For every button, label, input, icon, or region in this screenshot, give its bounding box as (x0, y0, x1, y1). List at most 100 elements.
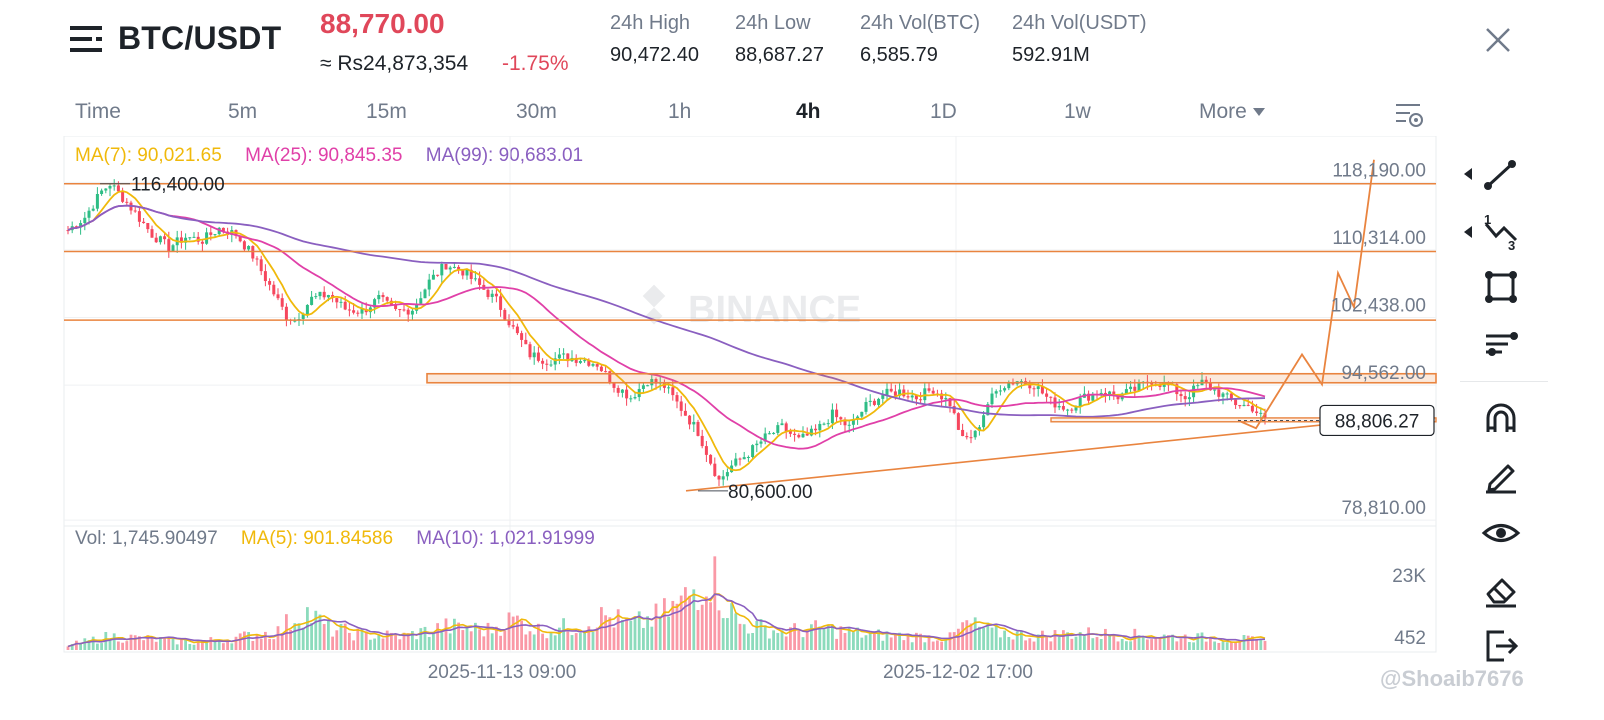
parallel-channel-icon[interactable] (1480, 322, 1522, 364)
volume-bar (642, 627, 645, 650)
candle-body (209, 232, 213, 235)
tab-1d[interactable]: 1D (930, 100, 957, 123)
volume-bar (1175, 641, 1179, 650)
volume-bar (688, 595, 691, 650)
volume-bar (373, 638, 376, 650)
volume-bar (797, 630, 801, 650)
stat-label: 24h High (610, 12, 691, 34)
resistance-zone (426, 372, 1437, 384)
candle-body (171, 245, 175, 252)
eye-icon[interactable] (1480, 512, 1522, 554)
volume-bar (990, 627, 994, 650)
exit-icon[interactable] (1480, 624, 1522, 666)
volume-bar (541, 633, 544, 650)
candle-body (578, 361, 582, 363)
tab-15m[interactable]: 15m (366, 100, 407, 123)
candle-body (1129, 386, 1133, 390)
volume-bar (831, 624, 834, 650)
volume-bar (604, 615, 607, 650)
candle-body (763, 433, 767, 442)
volume-bar (759, 619, 763, 650)
caret-left-icon[interactable] (1464, 168, 1472, 180)
trading-pair[interactable]: BTC/USDT (118, 20, 282, 56)
volume-bar (117, 641, 120, 650)
chart-settings-icon[interactable] (1394, 100, 1424, 130)
price-axis-tick: 118,190.00 (1332, 160, 1426, 181)
volume-bar (1263, 640, 1267, 650)
tab-more-label: More (1199, 100, 1247, 123)
volume-bar (75, 640, 78, 650)
candle-body (398, 309, 402, 311)
candle-body (910, 395, 914, 398)
volume-bar (339, 623, 343, 650)
candle-body (1066, 409, 1070, 411)
volume-axis-tick: 23K (1392, 566, 1426, 587)
pencil-icon[interactable] (1480, 454, 1522, 496)
volume-bar (696, 610, 700, 650)
volume-bar (1162, 634, 1166, 650)
volume-bar (587, 626, 591, 650)
candle-body (557, 354, 561, 359)
volume-bar (280, 633, 284, 650)
candle-body (990, 393, 994, 405)
trendline-icon[interactable] (1480, 154, 1522, 196)
candle-body (780, 423, 784, 426)
volume-bar (167, 636, 171, 650)
volume-bar (793, 623, 796, 650)
volume-bar (881, 640, 885, 650)
volume-bar (507, 612, 511, 650)
candle-body (293, 320, 297, 322)
volume-bar (154, 641, 158, 650)
volume-bar (516, 615, 519, 650)
volume-bar (650, 626, 654, 650)
volume-bar (129, 634, 133, 650)
candle-body (347, 309, 351, 311)
fibonacci-icon[interactable]: 1 3 (1480, 210, 1522, 252)
candle-body (625, 389, 629, 399)
volume-bar (709, 602, 712, 650)
tab-5m[interactable]: 5m (228, 100, 258, 123)
menu-icon[interactable] (70, 24, 106, 54)
candle-body (486, 289, 490, 297)
candle-body (927, 388, 931, 391)
eraser-icon[interactable] (1480, 568, 1522, 610)
caret-left-icon[interactable] (1464, 226, 1472, 238)
candle-body (142, 221, 146, 224)
volume-bar (919, 633, 922, 650)
rectangle-icon[interactable] (1480, 266, 1522, 308)
volume-bar (852, 632, 855, 650)
volume-bar (222, 643, 225, 650)
volume-bar (423, 626, 427, 650)
volume-bar (1032, 641, 1036, 650)
volume-bar (780, 630, 784, 650)
candle-body (419, 298, 423, 304)
tab-30m[interactable]: 30m (516, 100, 557, 123)
volume-bar (1209, 637, 1212, 650)
candle-body (423, 289, 427, 299)
tab-1h[interactable]: 1h (668, 100, 692, 123)
volume-bar (70, 643, 74, 650)
stat-label: 24h Vol(USDT) (1012, 12, 1147, 34)
candle-body (444, 263, 448, 270)
tab-time[interactable]: Time (75, 100, 121, 123)
candle-body (809, 428, 813, 436)
candle-body (1238, 405, 1242, 407)
magnet-icon[interactable] (1480, 398, 1522, 440)
volume-bar (772, 630, 775, 650)
candle-body (268, 281, 272, 285)
ma99-line (67, 204, 1266, 418)
tab-1w[interactable]: 1w (1064, 100, 1091, 123)
volume-bar (520, 620, 523, 650)
volume-bar (226, 639, 229, 650)
volume-bar (1259, 638, 1263, 650)
candle-body (998, 390, 1002, 392)
volume-bar (112, 633, 116, 650)
volume-bar (1192, 642, 1195, 650)
ascending-trendline (685, 414, 1417, 492)
tab-more[interactable]: More (1199, 100, 1265, 124)
volume-bar (1011, 639, 1015, 650)
close-icon[interactable] (1484, 26, 1512, 54)
candlestick-chart[interactable]: BINANCE 118,190.00 110,314.00 102,438.00 94… (0, 136, 1440, 696)
tab-4h[interactable]: 4h (796, 100, 821, 123)
candle-body (1112, 391, 1116, 396)
